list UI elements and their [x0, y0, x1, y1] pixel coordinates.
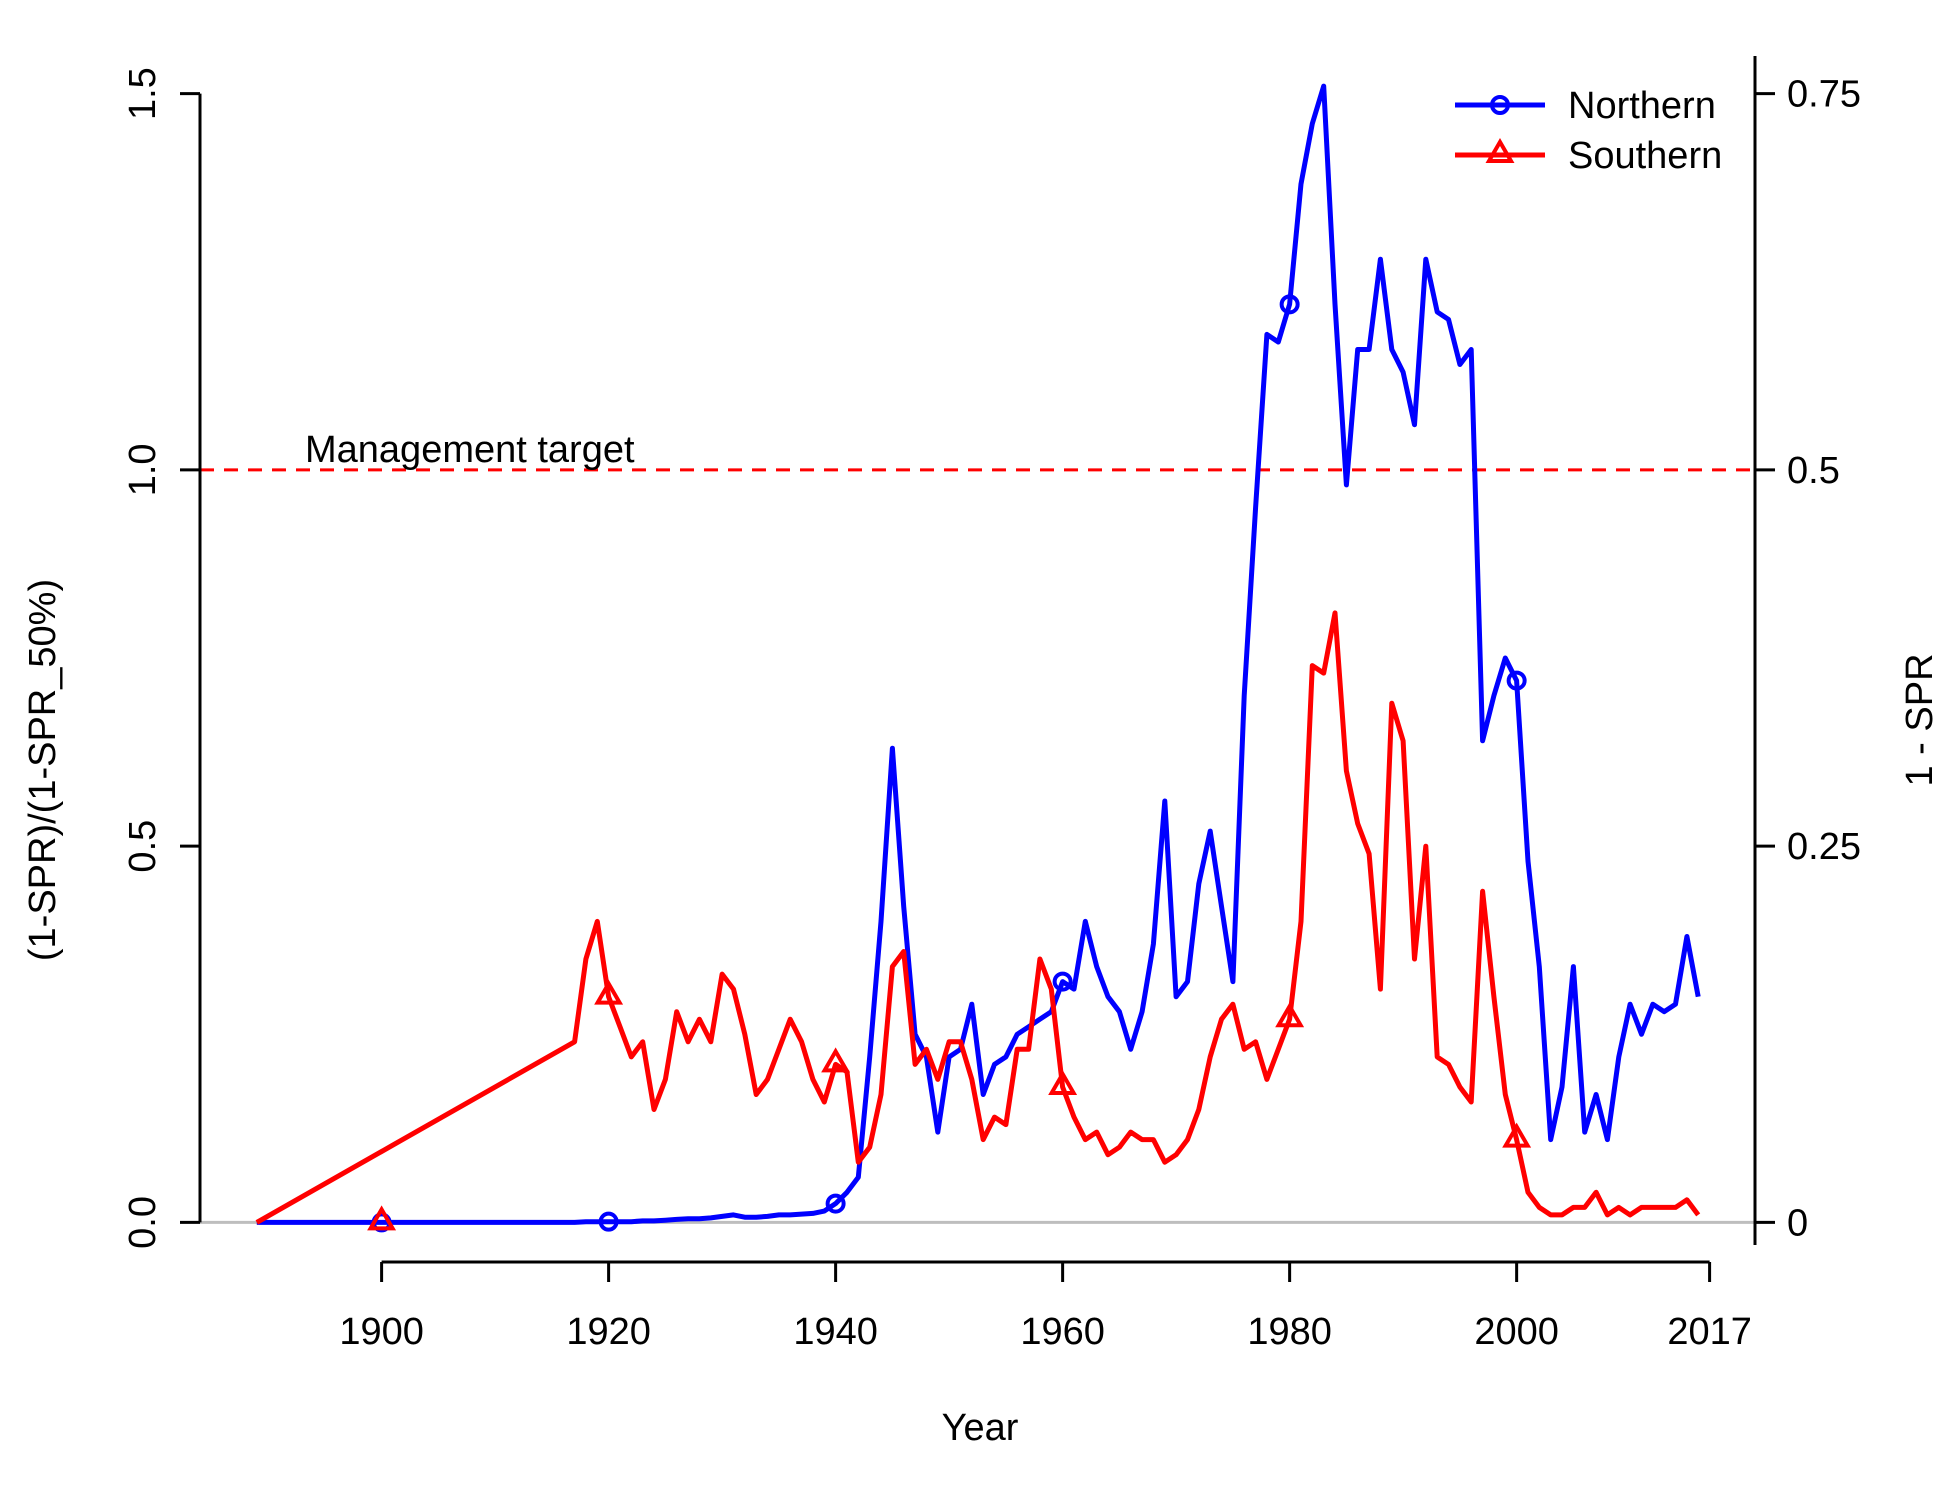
management-target-label: Management target — [305, 429, 635, 471]
x-tick-label: 1900 — [339, 1311, 424, 1353]
y-tick-label-right: 0 — [1787, 1202, 1808, 1244]
y-tick-label-left: 0.0 — [122, 1196, 164, 1249]
x-tick-label: 1980 — [1247, 1311, 1332, 1353]
data-point-northern — [1279, 294, 1300, 315]
y-tick-label-left: 1.0 — [122, 443, 164, 496]
y-axis-left: 0.0 0.5 1.0 1.5 — [122, 67, 202, 1249]
data-point-northern — [1052, 971, 1073, 992]
data-point-northern — [598, 1211, 619, 1232]
y-tick-label-left: 0.5 — [122, 820, 164, 873]
x-tick-label: 2000 — [1474, 1311, 1559, 1353]
x-axis-title: Year — [942, 1407, 1019, 1449]
plot-area — [200, 83, 1755, 1233]
x-tick-label: 2017 — [1667, 1311, 1752, 1353]
y-tick-label-right: 0.25 — [1787, 826, 1861, 868]
legend-marker-southern — [1485, 138, 1515, 163]
x-tick-label: 1920 — [566, 1311, 651, 1353]
series-layer — [255, 83, 1701, 1233]
series-line-northern — [256, 83, 1701, 1225]
y-tick-label-right: 0.75 — [1787, 74, 1861, 116]
data-point-northern — [1506, 670, 1527, 691]
y-tick-label-right: 0.5 — [1787, 450, 1840, 492]
legend-marker-northern — [1490, 95, 1510, 115]
data-point-southern — [821, 1047, 851, 1073]
series-northern — [256, 83, 1701, 1233]
data-point-southern — [1275, 1002, 1305, 1028]
series-line-southern — [255, 610, 1701, 1225]
series-southern — [255, 610, 1701, 1231]
x-tick-label: 1940 — [793, 1311, 878, 1353]
x-axis: 1900 1920 1940 1960 1980 2000 2017 — [339, 1260, 1752, 1353]
data-point-southern — [594, 979, 624, 1005]
y-axis-title-right: 1 - SPR — [1899, 653, 1941, 786]
legend-label-northern: Northern — [1568, 85, 1716, 127]
y-tick-label-left: 1.5 — [122, 67, 164, 120]
data-point-southern — [367, 1205, 397, 1231]
legend-label-southern: Southern — [1568, 135, 1722, 177]
y-axis-right: 0 0.25 0.5 0.75 — [1753, 56, 1861, 1245]
legend: Northern Southern — [1455, 85, 1722, 177]
data-point-southern — [1502, 1122, 1532, 1148]
data-point-northern — [825, 1193, 846, 1214]
data-point-southern — [1048, 1069, 1078, 1095]
x-tick-label: 1960 — [1020, 1311, 1105, 1353]
y-axis-title-left: (1-SPR)/(1-SPR_50%) — [22, 579, 64, 961]
